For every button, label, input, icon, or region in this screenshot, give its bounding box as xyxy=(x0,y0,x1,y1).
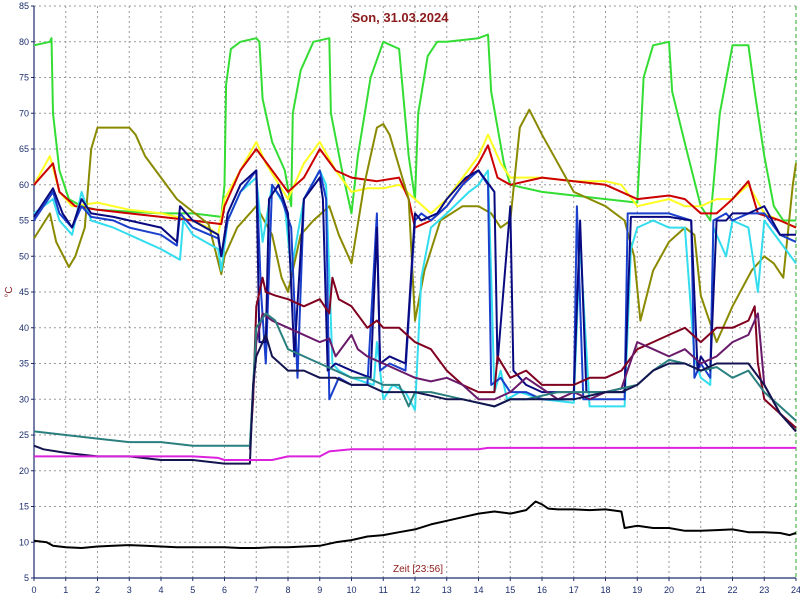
x-tick-label: 16 xyxy=(537,585,547,595)
x-tick-label: 1 xyxy=(63,585,68,595)
y-tick-label: 85 xyxy=(19,1,29,11)
series-line-4 xyxy=(33,108,797,344)
x-tick-label: 14 xyxy=(473,585,483,595)
x-tick-label: 17 xyxy=(569,585,579,595)
series-line-3 xyxy=(33,144,797,229)
series-line-9 xyxy=(248,312,797,450)
x-tick-label: 2 xyxy=(95,585,100,595)
x-tick-label: 19 xyxy=(632,585,642,595)
series-line-7 xyxy=(33,169,796,394)
series-line-8 xyxy=(248,276,797,450)
x-tick-label: 15 xyxy=(505,585,515,595)
chart-title: Son, 31.03.2024 xyxy=(352,10,450,25)
x-tick-label: 4 xyxy=(158,585,163,595)
x-tick-label: 7 xyxy=(254,585,259,595)
series-lines xyxy=(33,33,797,549)
x-tick-label: 11 xyxy=(379,585,388,595)
x-tick-label: 18 xyxy=(600,585,610,595)
x-tick-label: 9 xyxy=(317,585,322,595)
y-tick-label: 30 xyxy=(19,394,29,404)
x-tick-label: 23 xyxy=(759,585,769,595)
x-tick-label: 13 xyxy=(442,585,452,595)
series-line-6 xyxy=(33,169,797,401)
x-tick-label: 5 xyxy=(190,585,195,595)
y-tick-label: 45 xyxy=(19,287,29,297)
x-tick-label: 8 xyxy=(285,585,290,595)
y-tick-label: 75 xyxy=(19,73,29,83)
y-tick-label: 15 xyxy=(19,502,29,512)
x-tick-label: 20 xyxy=(664,585,674,595)
series-line-13 xyxy=(33,500,797,549)
x-tick-label: 22 xyxy=(727,585,737,595)
y-tick-labels: 5 10 15 20 25 30 35 40 45 50 55 60 65 70 75 80 85 xyxy=(19,1,34,583)
y-tick-label: 40 xyxy=(19,323,29,333)
x-tick-label: 0 xyxy=(31,585,36,595)
x-tick-label: 21 xyxy=(696,585,706,595)
y-tick-label: 70 xyxy=(19,108,29,118)
y-tick-label: 20 xyxy=(19,466,29,476)
x-tick-label: 3 xyxy=(127,585,132,595)
series-line-11 xyxy=(33,333,797,465)
series-line-12 xyxy=(34,446,796,461)
x-tick-label: 12 xyxy=(410,585,420,595)
y-tick-label: 65 xyxy=(19,144,29,154)
y-tick-label: 35 xyxy=(19,359,29,369)
x-tick-label: 10 xyxy=(346,585,356,595)
y-tick-label: 50 xyxy=(19,251,29,261)
y-tick-label: 80 xyxy=(19,37,29,47)
y-tick-label: 5 xyxy=(24,573,29,583)
y-tick-label: 60 xyxy=(19,180,29,190)
x-axis-label: Zeit [23:56] xyxy=(393,564,443,575)
y-tick-label: 25 xyxy=(19,430,29,440)
y-axis-label: °C xyxy=(4,286,15,297)
x-tick-label: 6 xyxy=(222,585,227,595)
y-tick-label: 55 xyxy=(19,216,29,226)
y-tick-label: 10 xyxy=(19,537,29,547)
x-tick-label: 24 xyxy=(791,585,800,595)
x-tick-labels: 0 1 2 3 4 5 6 7 8 9 10 11 12 13 14 15 16 17 18 19 20 21 22 23 24 xyxy=(31,578,800,595)
